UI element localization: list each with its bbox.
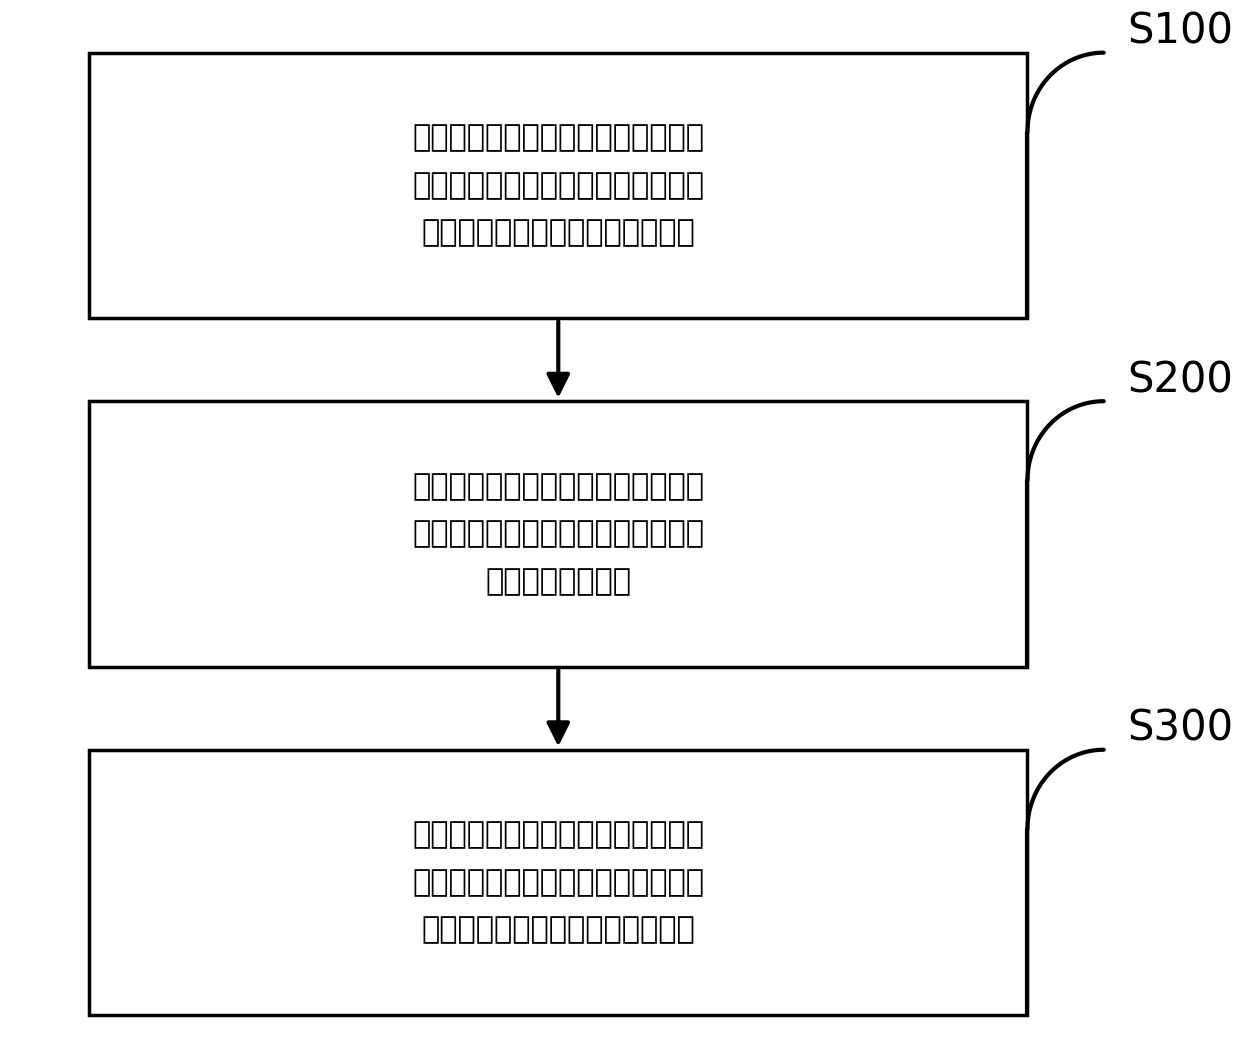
Bar [89, 750, 1028, 1015]
Bar [89, 53, 1028, 318]
Text: 将输电线路划分为多个区段，获取每
个区段长度、单位阻抗、系统阻抗，
并计算每个区段的末端短路电流。: 将输电线路划分为多个区段，获取每 个区段长度、单位阻抗、系统阻抗， 并计算每个区… [412, 123, 704, 247]
Text: 根据预先确定的设点线路的各区段的
末端短路电流及实际故障电流，判断
故障点所在区段。: 根据预先确定的设点线路的各区段的 末端短路电流及实际故障电流，判断 故障点所在区… [412, 472, 704, 596]
Bar [89, 401, 1028, 666]
Text: S200: S200 [1127, 360, 1233, 401]
Text: S300: S300 [1127, 708, 1233, 750]
Text: 根据故障点所在区段的线路阻抗、单
位阻抗以及实际故障电流，计算故障
点所在区段中的故障点具体位置。: 根据故障点所在区段的线路阻抗、单 位阻抗以及实际故障电流，计算故障 点所在区段中… [412, 820, 704, 944]
Text: S100: S100 [1127, 11, 1233, 53]
